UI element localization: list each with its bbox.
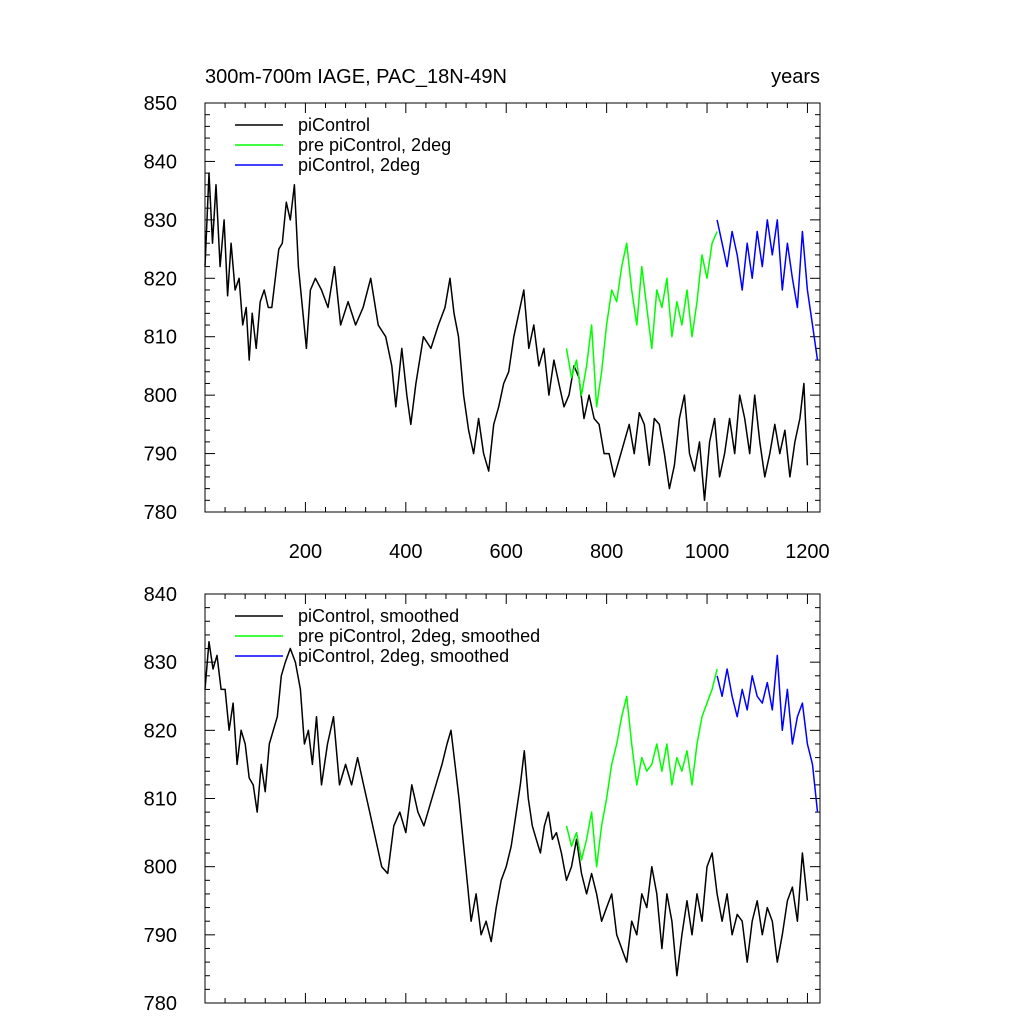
chart-title-right: years (771, 66, 820, 88)
x-tick-label: 1200 (785, 541, 830, 563)
series-line-0 (204, 640, 809, 977)
y-tick-label: 810 (144, 789, 177, 811)
y-tick-label: 830 (144, 652, 177, 674)
y-tick-label: 820 (144, 268, 177, 290)
bottom-panel: 780 790 800 810 820 830 840 piControl, smoothed… (144, 584, 821, 1015)
y-tick-label: 800 (144, 857, 177, 879)
x-tick-label: 1000 (685, 541, 730, 563)
plot-frame (204, 102, 821, 513)
y-tick-label: 840 (144, 584, 177, 606)
y-tick-label: 850 (144, 93, 177, 115)
y-tick-label: 790 (144, 444, 177, 466)
series-line-1 (565, 231, 718, 408)
y-tick-label: 830 (144, 210, 177, 232)
legend-label-2: piControl, 2deg (298, 155, 420, 175)
x-tick-label: 400 (389, 541, 422, 563)
legend-label-1: pre piControl, 2deg, smoothed (298, 626, 540, 646)
legend-label-1: pre piControl, 2deg (298, 135, 451, 155)
series-line-1 (565, 668, 718, 868)
chart-title: 300m-700m IAGE, PAC_18N-49N (205, 66, 507, 88)
y-tick-label: 780 (144, 502, 177, 524)
y-tick-label: 780 (144, 993, 177, 1015)
x-tick-label: 600 (490, 541, 523, 563)
legend-label-0: piControl (298, 115, 370, 135)
series-line-0 (204, 172, 809, 502)
y-tick-label: 810 (144, 327, 177, 349)
legend-label-2: piControl, 2deg, smoothed (298, 646, 509, 666)
y-tick-label: 820 (144, 720, 177, 742)
y-tick-label: 790 (144, 925, 177, 947)
y-tick-label: 800 (144, 385, 177, 407)
legend-label-0: piControl, smoothed (298, 606, 459, 626)
y-tick-label: 840 (144, 151, 177, 173)
x-tick-label: 200 (289, 541, 322, 563)
x-tick-label: 800 (590, 541, 623, 563)
series-line-2 (716, 219, 819, 361)
series-line-2 (716, 654, 819, 813)
top-panel: 780 790 800 810 820 830 840 850 200 400 600 800 1000… (144, 66, 830, 563)
